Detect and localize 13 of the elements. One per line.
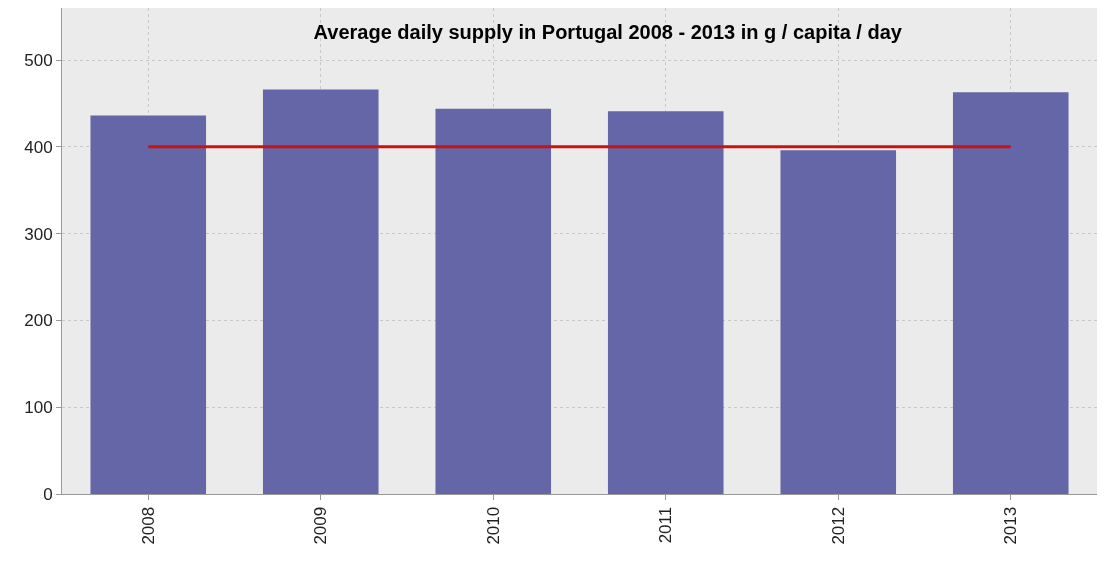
y-tick-label: 100 (24, 398, 53, 418)
text: Average daily supply in Portugal 2008 - 2013 in g / capita / day (313, 21, 903, 44)
x-tick-label: 2008 (138, 506, 158, 545)
y-tick-label: 500 (24, 51, 53, 71)
y-tick-label: 200 (24, 311, 53, 331)
x-tick-label: 2010 (483, 506, 503, 545)
x-tick-label: 2012 (828, 506, 848, 545)
x-tick-label: 2009 (311, 506, 331, 545)
y-tick-label: 400 (24, 137, 53, 157)
x-tick-label: 2013 (1001, 506, 1021, 545)
y-tick-label: 0 (43, 484, 53, 504)
x-tick-label: 2011 (656, 506, 676, 544)
y-tick-label: 300 (24, 224, 53, 244)
